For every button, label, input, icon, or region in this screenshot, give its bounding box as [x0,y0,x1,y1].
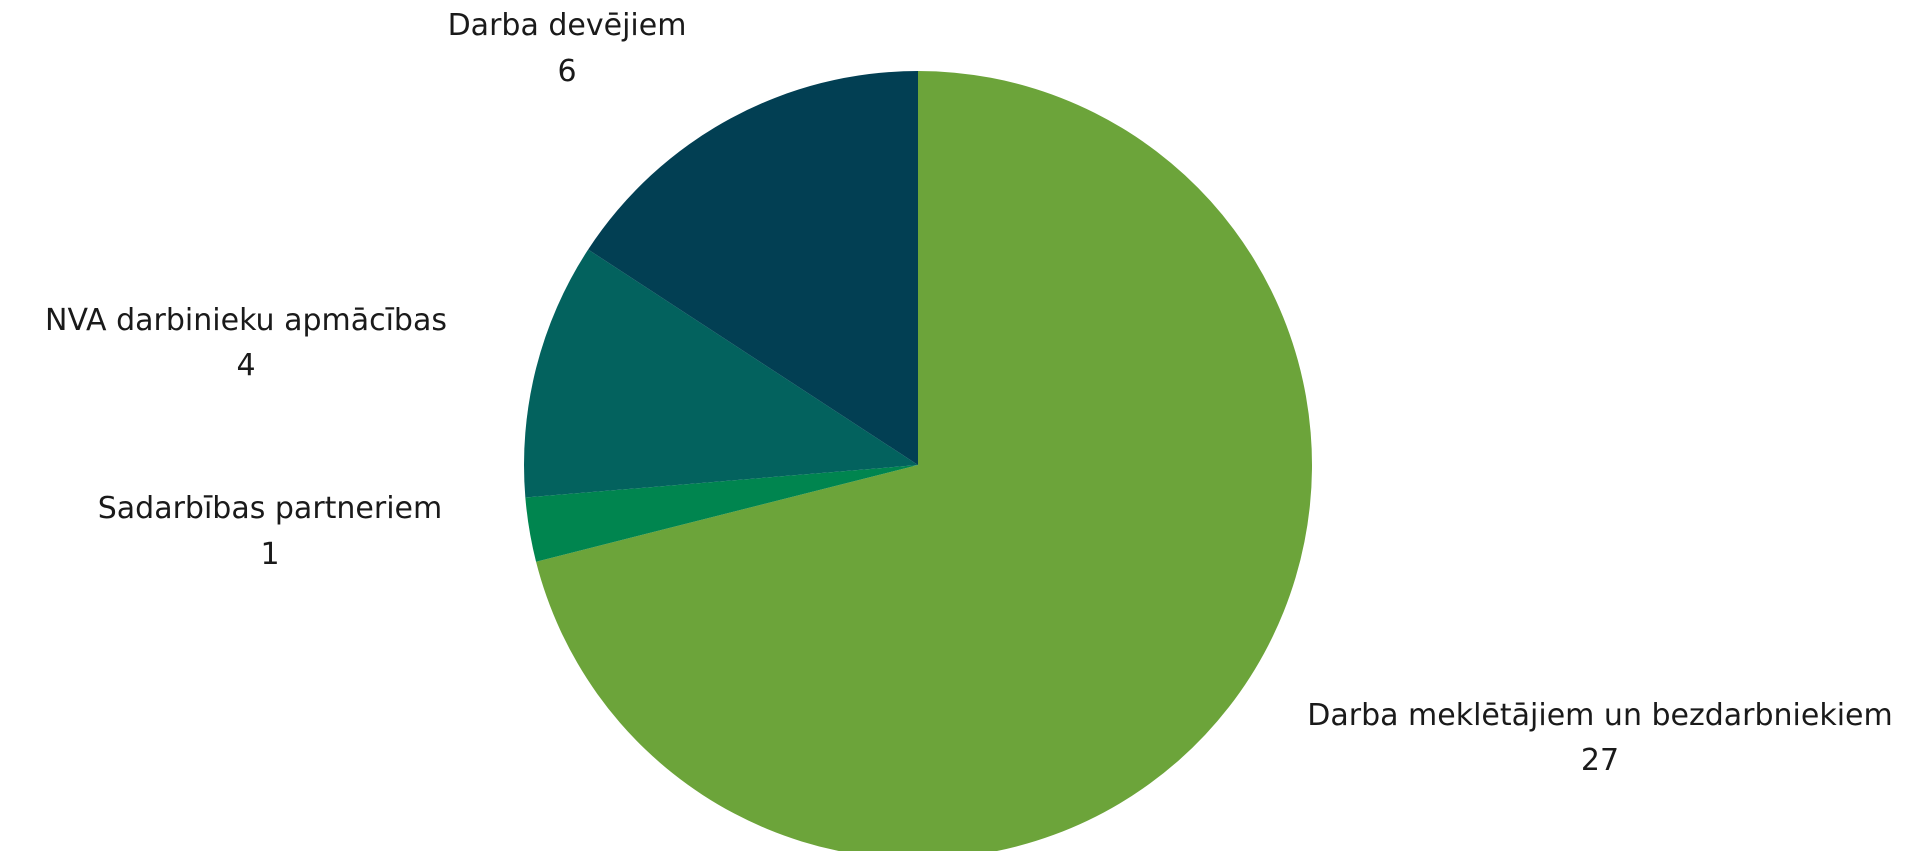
pie-labels: Darba meklētājiem un bezdarbniekiem 27 Sad… [45,8,1893,778]
slice-label-sadarbibas-partneriem: Sadarbības partneriem [98,491,443,526]
slice-value-darba-mekletajiem-un-bezdarbniekiem: 27 [1581,743,1619,778]
pie-slice-sadarbibas-partneriem [525,465,918,562]
slice-value-nva-darbinieku-apmacibas: 4 [236,348,255,383]
slice-value-darba-devejiem: 6 [557,54,576,89]
slice-label-darba-mekletajiem-un-bezdarbniekiem: Darba meklētājiem un bezdarbniekiem [1307,698,1892,733]
pie-slice-nva-darbinieku-apmacibas [524,249,918,498]
pie-slice-darba-mekletajiem-un-bezdarbniekiem [536,71,1312,851]
pie-slice-darba-devejiem [588,71,918,465]
pie-slices [524,71,1312,851]
slice-label-nva-darbinieku-apmacibas: NVA darbinieku apmācības [45,303,447,338]
slice-label-darba-devejiem: Darba devējiem [448,8,687,43]
slice-value-sadarbibas-partneriem: 1 [260,537,279,572]
